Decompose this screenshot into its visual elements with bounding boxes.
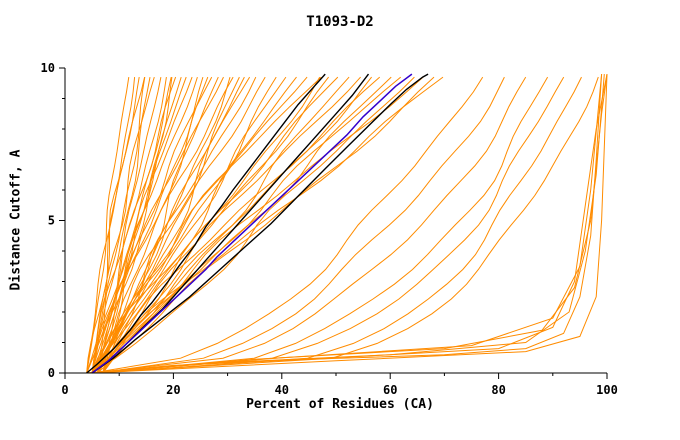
highlight-curve: [91, 73, 413, 374]
model-curve: [102, 76, 381, 374]
model-curve: [102, 76, 209, 374]
model-curve: [97, 76, 549, 374]
model-curve: [86, 76, 193, 374]
model-curve: [92, 76, 527, 374]
model-curve: [97, 76, 198, 374]
model-curve: [97, 76, 402, 374]
x-tick-label: 40: [275, 383, 289, 397]
model-curve: [91, 76, 146, 374]
model-curve: [91, 76, 322, 374]
model-curve: [92, 76, 484, 374]
model-curve: [91, 76, 277, 374]
model-curve: [86, 74, 603, 374]
model-curve: [91, 77, 151, 374]
x-tick-label: 60: [383, 383, 397, 397]
y-tick-label: 5: [48, 214, 55, 228]
model-curve: [92, 74, 608, 374]
model-curve: [102, 76, 287, 374]
reference-curve: [86, 73, 326, 374]
y-tick-label: 0: [48, 366, 55, 380]
model-curve: [91, 76, 372, 374]
x-tick-label: 20: [166, 383, 180, 397]
model-curve: [91, 76, 297, 374]
model-curve: [97, 76, 435, 374]
model-curve: [91, 76, 234, 374]
model-curve: [92, 74, 608, 374]
y-tick-label: 10: [41, 61, 55, 75]
model-curve: [97, 76, 308, 374]
x-tick-label: 80: [491, 383, 505, 397]
x-tick-label: 0: [61, 383, 68, 397]
model-curve: [97, 76, 582, 374]
model-curve: [102, 76, 240, 374]
model-curve: [102, 76, 424, 374]
model-curve: [91, 76, 339, 374]
x-tick-label: 100: [596, 383, 618, 397]
model-curve: [91, 76, 257, 374]
chart-title: T1093-D2: [306, 14, 374, 30]
model-curve: [86, 76, 155, 374]
model-curve: [92, 76, 599, 374]
model-curve: [86, 77, 130, 374]
x-axis-label: Percent of Residues (CA): [246, 397, 434, 412]
model-curve: [92, 76, 565, 374]
model-curve: [91, 76, 415, 374]
reference-curve: [91, 73, 429, 374]
model-curve: [92, 74, 608, 374]
model-curve: [91, 76, 213, 374]
model-curve: [97, 76, 505, 374]
